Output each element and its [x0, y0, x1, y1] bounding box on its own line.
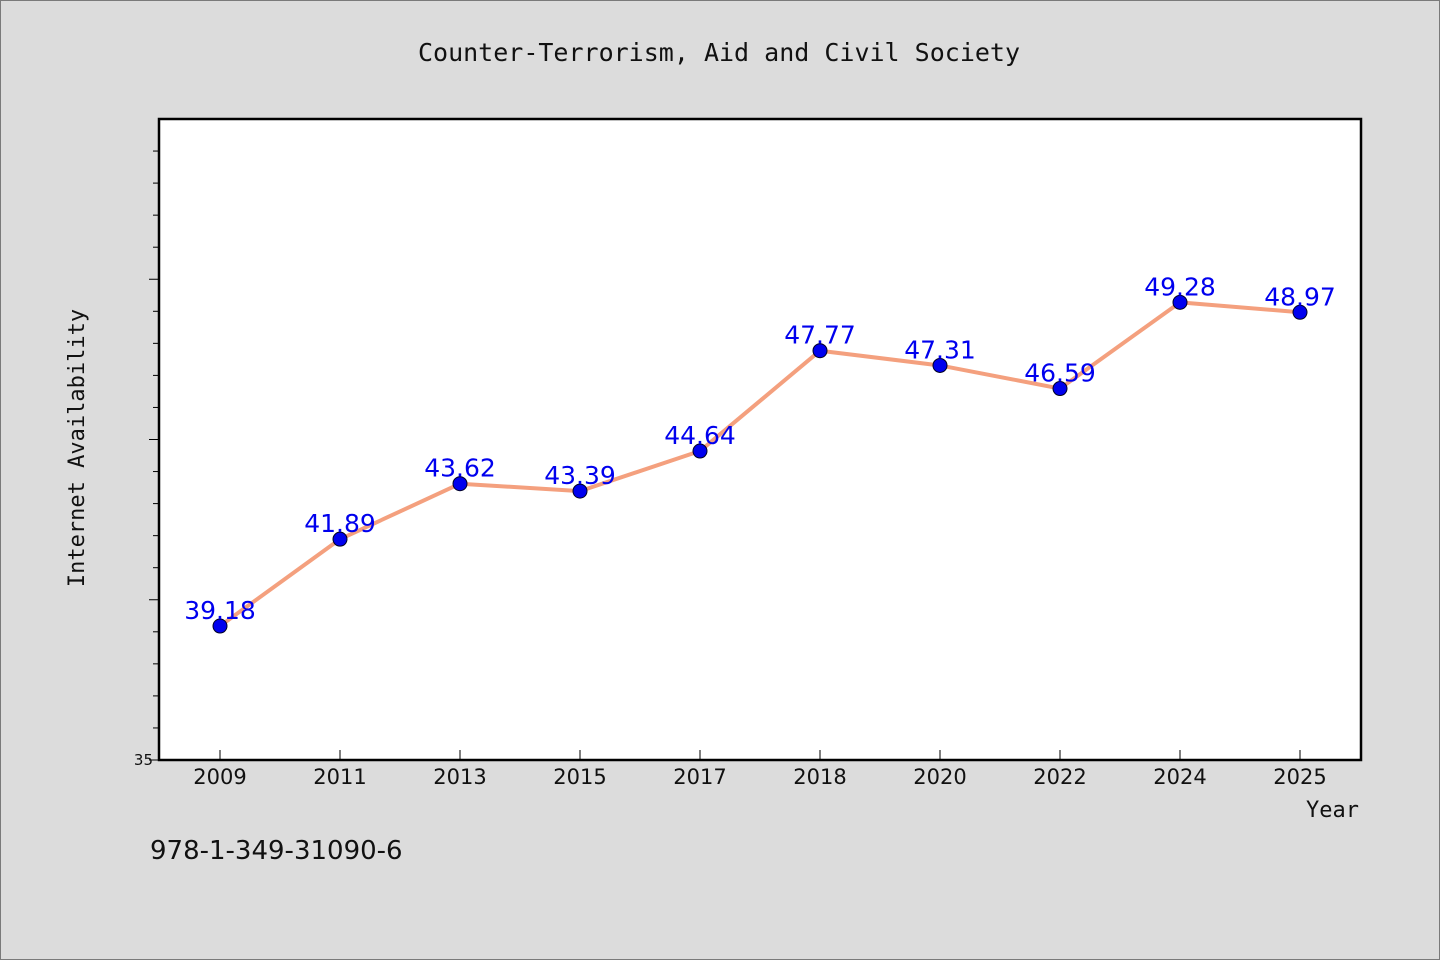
data-point	[812, 343, 828, 359]
data-label: 43.62	[424, 454, 496, 483]
series-line-group: 39.18 41.89 43.62 43.39 44.64 47.77 47.31 46.59…	[184, 272, 1336, 634]
data-label: 49.28	[1144, 272, 1216, 301]
x-tick-label: 2013	[433, 765, 486, 789]
data-label: 47.31	[904, 335, 976, 364]
y-tick-label: 35	[134, 751, 153, 769]
data-label: 47.77	[784, 321, 856, 350]
y-axis-label: Internet Availability	[65, 309, 90, 587]
x-tick-label: 2020	[913, 765, 966, 789]
x-tick-label: 2024	[1153, 765, 1206, 789]
plot-area	[157, 117, 1363, 762]
x-tick-label: 2011	[313, 765, 366, 789]
data-label: 46.59	[1024, 359, 1096, 388]
x-tick-label: 2017	[673, 765, 726, 789]
data-label: 43.39	[544, 461, 616, 490]
data-point	[1052, 381, 1068, 397]
chart-title: Counter-Terrorism, Aid and Civil Society	[418, 38, 1020, 67]
data-label: 48.97	[1264, 282, 1336, 311]
data-point	[1292, 304, 1308, 320]
data-point	[932, 357, 948, 373]
data-point	[1172, 294, 1188, 310]
data-point	[572, 483, 588, 499]
data-label: 41.89	[304, 509, 376, 538]
data-point	[332, 531, 348, 547]
isbn-label: 978-1-349-31090-6	[150, 836, 403, 866]
x-tick-label: 2015	[553, 765, 606, 789]
x-tick-label: 2022	[1033, 765, 1086, 789]
data-label: 44.64	[664, 421, 736, 450]
x-axis-ticks: 2009 2011 2013 2015 2017 2018 2020 2022 2024 2025	[193, 750, 1327, 789]
x-tick-label: 2025	[1273, 765, 1326, 789]
data-point	[212, 618, 228, 634]
y-axis-ticks: 35	[134, 150, 159, 769]
data-label: 39.18	[184, 596, 256, 625]
data-point	[452, 476, 468, 492]
x-axis-label: Year	[1306, 798, 1359, 823]
x-tick-label: 2018	[793, 765, 846, 789]
x-tick-label: 2009	[193, 765, 246, 789]
data-point	[692, 443, 708, 459]
series-line	[218, 300, 1301, 628]
